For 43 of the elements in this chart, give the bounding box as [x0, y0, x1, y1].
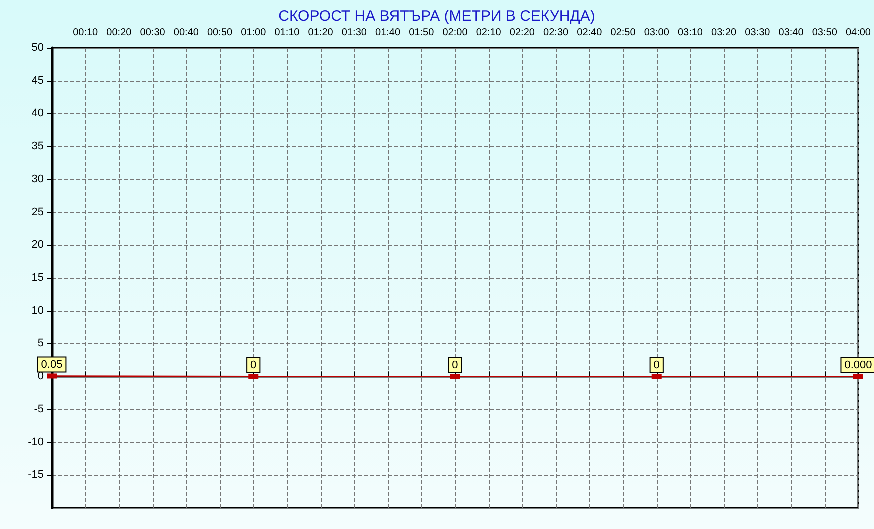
x-tick-label: 01:30: [342, 28, 368, 38]
data-label: 0.000: [844, 360, 872, 372]
data-label: 0: [250, 360, 257, 372]
x-tick-label: 00:20: [106, 28, 132, 38]
x-tick-label: 00:50: [207, 28, 233, 38]
y-tick-label: -15: [28, 469, 44, 482]
y-tick-label: 35: [32, 140, 44, 153]
x-tick-label: 02:20: [510, 28, 536, 38]
x-tick-label: 01:00: [241, 28, 267, 38]
chart-title: СКОРОСТ НА ВЯТЪРА (МЕТРИ В СЕКУНДА): [278, 8, 596, 25]
x-tick-label: 01:50: [409, 28, 435, 38]
data-label: 0: [654, 360, 660, 372]
x-tick-label: 01:20: [308, 28, 334, 38]
x-tick-label: 03:20: [712, 28, 738, 38]
x-tick-label: 03:00: [644, 28, 670, 38]
x-tick-label: 02:50: [610, 28, 636, 38]
x-tick-label: 02:10: [476, 28, 502, 38]
y-tick-label: 10: [32, 304, 44, 317]
y-tick-label: 15: [32, 272, 44, 284]
x-tick-label: 00:10: [73, 28, 99, 38]
y-tick-label: 5: [38, 338, 44, 350]
x-tick-label: 04:00: [846, 28, 872, 38]
y-tick-label: 40: [32, 108, 44, 120]
y-tick-label: 50: [32, 42, 44, 54]
x-tick-label: 02:40: [577, 28, 603, 38]
data-label: 0.05: [41, 359, 63, 372]
x-tick-label: 00:40: [174, 28, 200, 38]
y-tick-label: 45: [32, 74, 44, 87]
y-tick-label: 20: [32, 239, 44, 252]
x-tick-label: 01:40: [376, 28, 401, 38]
x-tick-label: 03:30: [745, 28, 771, 38]
data-label: 0: [452, 360, 458, 372]
y-tick-label: -5: [34, 403, 44, 416]
x-tick-label: 00:30: [140, 28, 166, 38]
y-tick-label: 25: [32, 206, 44, 218]
x-tick-label: 03:40: [778, 28, 804, 38]
x-tick-label: 01:10: [274, 28, 300, 38]
x-tick-label: 02:00: [442, 28, 468, 38]
x-tick-label: 02:30: [544, 28, 569, 38]
y-tick-label: 30: [32, 173, 44, 186]
y-tick-label: -10: [28, 436, 44, 448]
x-tick-label: 03:50: [812, 28, 838, 38]
x-tick-label: 03:10: [678, 28, 704, 38]
